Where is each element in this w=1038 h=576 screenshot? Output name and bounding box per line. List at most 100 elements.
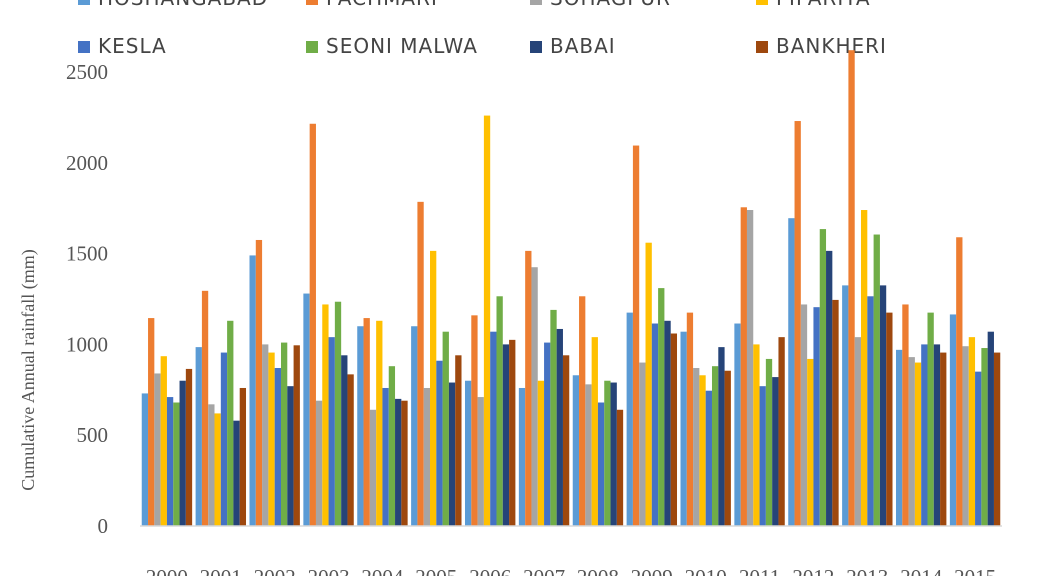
y-tick-label: 2000 <box>66 151 108 175</box>
bar-pipariya-2003 <box>322 304 329 526</box>
bar-pipariya-2005 <box>430 250 437 526</box>
bar-bankheri-2011 <box>778 337 785 526</box>
bar-pipariya-2013 <box>861 210 868 526</box>
bar-hoshangabad-2008 <box>572 375 580 526</box>
y-tick-label: 1500 <box>66 242 108 266</box>
legend-label: PACHMARI <box>326 0 438 10</box>
bar-pachmari-2006 <box>471 315 478 526</box>
bar-kesla-2010 <box>705 390 712 526</box>
y-axis-title: Cumulative Annual rainfall (mm) <box>18 249 39 490</box>
bar-pipariya-2015 <box>968 337 976 526</box>
bar-kesla-2014 <box>921 344 928 526</box>
legend-label: SOHAGPUR <box>550 0 671 10</box>
plot-area <box>141 50 1001 527</box>
bar-hoshangabad-2014 <box>895 349 903 526</box>
bar-pipariya-2002 <box>268 352 275 526</box>
bar-pipariya-2012 <box>807 358 814 526</box>
bar-kesla-2013 <box>867 296 874 526</box>
bar-hoshangabad-2007 <box>518 387 526 526</box>
legend-label: KESLA <box>98 34 167 58</box>
bar-babai-2010 <box>718 347 725 526</box>
bar-kesla-2008 <box>597 402 605 526</box>
bar-kesla-2011 <box>759 386 766 526</box>
bar-seoni-malwa-2015 <box>981 348 988 526</box>
bar-sohagpur-2012 <box>800 304 808 526</box>
bar-hoshangabad-2015 <box>949 314 957 526</box>
bar-pachmari-2015 <box>956 237 963 526</box>
bar-bankheri-2009 <box>670 333 678 526</box>
bar-bankheri-2014 <box>940 352 947 526</box>
bar-sohagpur-2002 <box>262 344 269 526</box>
bar-sohagpur-2001 <box>208 404 215 526</box>
bar-bankheri-2003 <box>347 374 354 526</box>
bar-seoni-malwa-2000 <box>173 402 180 526</box>
bar-seoni-malwa-2004 <box>388 366 396 526</box>
bar-pipariya-2007 <box>537 380 545 526</box>
bar-sohagpur-2011 <box>746 210 754 526</box>
bar-bankheri-2008 <box>616 409 624 526</box>
bar-pachmari-2000 <box>148 318 155 526</box>
legend-swatch <box>530 0 542 5</box>
bar-sohagpur-2009 <box>639 362 646 526</box>
bar-bankheri-2002 <box>293 345 300 526</box>
bar-bankheri-2013 <box>886 312 893 526</box>
bar-babai-2011 <box>772 377 779 526</box>
x-tick-label: 2006 <box>469 565 511 576</box>
x-tick-label: 2000 <box>146 565 188 576</box>
bar-pachmari-2002 <box>255 239 263 527</box>
bar-sohagpur-2003 <box>315 400 323 526</box>
legend-label: PIPARIYA <box>776 0 871 10</box>
y-tick-label: 1000 <box>66 332 108 356</box>
x-tick-label: 2008 <box>577 565 619 576</box>
bar-kesla-2003 <box>328 337 335 526</box>
bar-kesla-2009 <box>651 323 659 526</box>
legend-swatch <box>756 0 768 5</box>
bar-pachmari-2013 <box>848 50 855 527</box>
bar-bankheri-2010 <box>724 370 731 526</box>
bar-seoni-malwa-2007 <box>550 309 557 526</box>
y-tick-label: 0 <box>98 514 109 538</box>
x-tick-label: 2007 <box>523 565 565 576</box>
bar-sohagpur-2007 <box>531 267 538 526</box>
bar-kesla-2001 <box>220 352 228 526</box>
bar-bankheri-2000 <box>185 368 193 526</box>
bar-pachmari-2001 <box>201 290 209 526</box>
bar-hoshangabad-2003 <box>303 293 310 526</box>
bar-pipariya-2011 <box>753 344 760 526</box>
bar-pachmari-2011 <box>740 207 747 527</box>
bar-seoni-malwa-2001 <box>227 320 234 526</box>
x-tick-label: 2003 <box>308 565 350 576</box>
bar-babai-2003 <box>341 355 348 526</box>
bar-kesla-2012 <box>813 307 820 526</box>
x-tick-label: 2001 <box>200 565 242 576</box>
legend-swatch <box>756 41 768 53</box>
bar-kesla-2005 <box>436 360 443 526</box>
bar-seoni-malwa-2013 <box>873 234 880 526</box>
legend-label: BANKHERI <box>776 34 887 58</box>
bar-pipariya-2006 <box>483 115 491 526</box>
bar-babai-2006 <box>502 344 510 526</box>
bar-bankheri-2005 <box>455 355 462 526</box>
bar-seoni-malwa-2003 <box>334 301 342 526</box>
bar-seoni-malwa-2006 <box>496 296 503 526</box>
bar-kesla-2015 <box>975 371 982 526</box>
bar-sohagpur-2000 <box>154 373 161 526</box>
x-axis: 2000 2001 2002 2003 2004 2005 2006 2007 2008 2009… <box>140 525 1002 576</box>
bar-seoni-malwa-2012 <box>819 229 827 526</box>
bar-seoni-malwa-2011 <box>765 358 773 526</box>
bar-seoni-malwa-2014 <box>927 312 934 526</box>
x-tick-label: 2014 <box>900 565 943 576</box>
bar-pachmari-2003 <box>309 123 316 526</box>
bar-hoshangabad-2013 <box>842 285 849 526</box>
legend-swatch <box>306 0 318 5</box>
x-tick-label: 2005 <box>415 565 457 576</box>
bar-hoshangabad-2001 <box>195 347 202 526</box>
bar-seoni-malwa-2009 <box>658 288 665 526</box>
bar-sohagpur-2008 <box>585 384 592 526</box>
bar-hoshangabad-2000 <box>141 393 149 526</box>
legend-label: BABAI <box>550 34 616 58</box>
bar-sohagpur-2014 <box>908 357 915 526</box>
x-tick-label: 2012 <box>792 565 834 576</box>
